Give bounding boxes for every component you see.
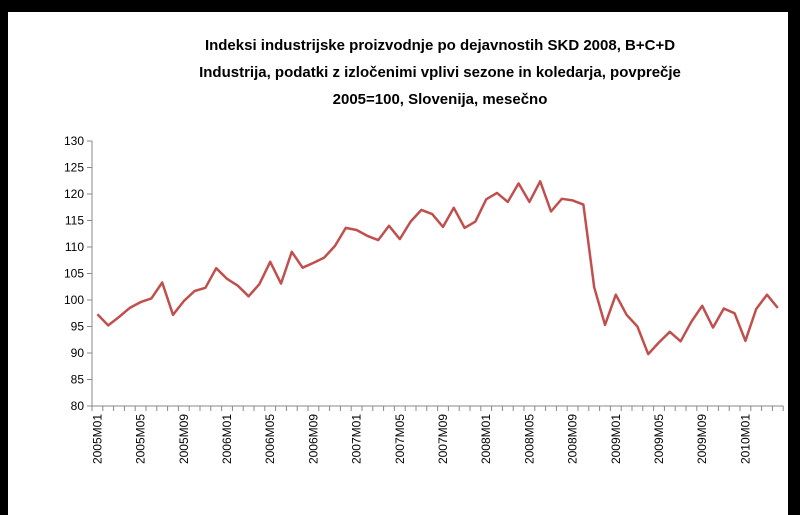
x-tick-label: 2008M09 — [566, 414, 580, 464]
y-tick-label: 85 — [71, 373, 85, 387]
y-tick-label: 115 — [65, 214, 84, 228]
chart-title: Indeksi industrijske proizvodnje po deja… — [205, 37, 675, 54]
y-tick-label: 105 — [64, 267, 84, 281]
x-tick-label: 2009M09 — [695, 414, 709, 464]
x-tick-label: 2006M05 — [263, 414, 277, 464]
x-tick-label: 2009M05 — [652, 414, 666, 464]
x-tick-label: 2008M05 — [522, 414, 536, 464]
x-tick-label: 2009M01 — [609, 414, 623, 464]
x-tick-label: 2005M01 — [90, 414, 104, 464]
x-tick-label: 2005M09 — [177, 414, 191, 464]
y-tick-label: 110 — [65, 240, 84, 254]
y-tick-label: 100 — [64, 293, 84, 307]
x-tick-label: 2008M01 — [479, 414, 493, 464]
y-tick-label: 80 — [71, 399, 85, 413]
x-tick-label: 2007M01 — [350, 414, 364, 464]
y-tick-label: 130 — [64, 134, 84, 148]
x-tick-label: 2007M09 — [436, 414, 450, 464]
chart-area — [8, 12, 788, 515]
x-tick-label: 2007M05 — [393, 414, 407, 464]
chart-title: Industrija, podatki z izločenimi vplivi … — [199, 64, 681, 81]
data-line — [96, 180, 779, 356]
chart-title: 2005=100, Slovenija, mesečno — [333, 91, 548, 108]
y-tick-label: 120 — [64, 187, 84, 201]
y-tick-label: 90 — [71, 346, 85, 360]
y-tick-label: 95 — [71, 320, 85, 334]
y-tick-label: 125 — [64, 161, 84, 175]
x-tick-label: 2010M01 — [738, 414, 752, 464]
x-tick-label: 2005M05 — [134, 414, 148, 464]
x-tick-label: 2006M09 — [306, 414, 320, 464]
x-tick-label: 2006M01 — [220, 414, 234, 464]
